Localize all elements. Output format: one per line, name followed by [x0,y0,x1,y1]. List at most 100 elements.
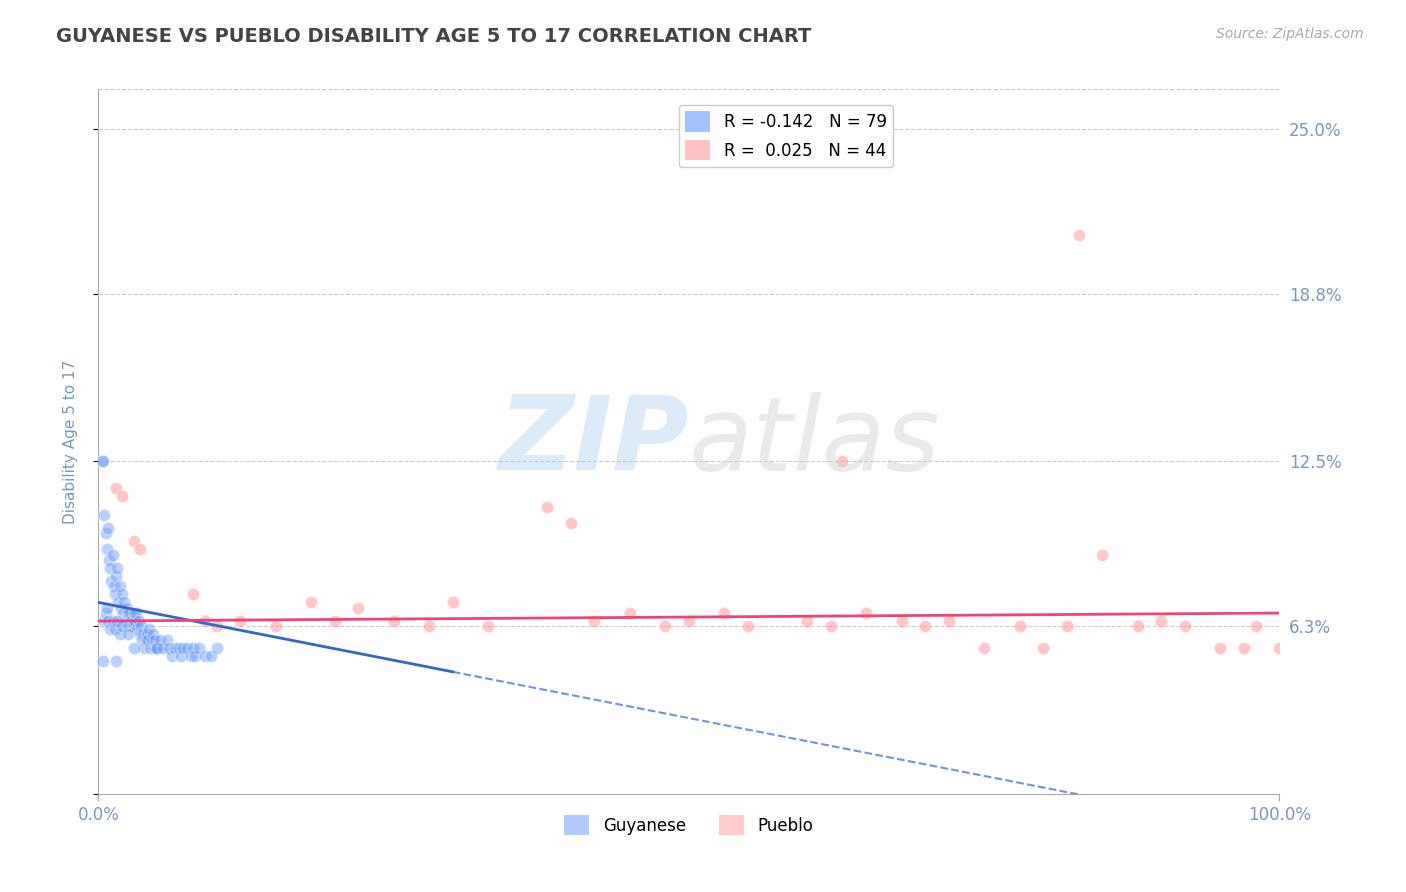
Point [122,606,145,620]
Point [418,619,440,633]
Point [146,640,169,655]
Point [104,587,127,601]
Point [136,632,159,647]
Point [713,606,735,620]
Point [101,548,124,562]
Text: Source: ZipAtlas.com: Source: ZipAtlas.com [1216,27,1364,41]
Point [160,648,183,663]
Point [152,640,174,655]
Point [91,454,114,468]
Point [91,454,114,468]
Point [108,579,131,593]
Point [181,640,204,655]
Point [135,632,157,647]
Point [1091,548,1114,562]
Point [110,600,132,615]
Point [93,508,115,522]
Point [149,632,172,647]
Point [184,648,207,663]
Point [97,521,120,535]
Point [737,619,759,633]
Point [105,569,128,583]
Point [142,640,165,655]
Point [96,542,118,557]
Point [165,640,187,655]
Point [172,640,194,655]
Point [1174,619,1197,633]
Point [1126,619,1149,633]
Point [536,500,558,514]
Point [105,614,128,628]
Point [1008,619,1031,633]
Point [1209,640,1232,655]
Point [477,619,499,633]
Point [200,648,222,663]
Point [855,606,877,620]
Point [441,595,464,609]
Point [654,619,676,633]
Point [111,489,134,503]
Text: atlas: atlas [689,392,941,491]
Point [98,622,121,636]
Point [128,542,150,557]
Point [101,614,124,628]
Point [107,595,129,609]
Point [264,619,287,633]
Point [382,614,405,628]
Point [1233,640,1256,655]
Point [820,619,842,633]
Point [890,614,912,628]
Point [973,640,995,655]
Point [138,622,160,636]
Point [105,481,128,495]
Point [180,648,202,663]
Point [94,526,117,541]
Point [127,622,149,636]
Point [121,619,143,633]
Point [122,534,145,549]
Point [128,627,150,641]
Point [91,654,114,668]
Point [131,632,153,647]
Text: ZIP: ZIP [498,391,689,492]
Point [108,627,131,641]
Point [1032,640,1054,655]
Point [1067,228,1090,243]
Point [105,561,128,575]
Point [170,648,193,663]
Point [205,640,228,655]
Point [97,614,120,628]
Point [157,640,180,655]
Point [143,632,166,647]
Point [112,606,135,620]
Point [1244,619,1267,633]
Point [176,640,198,655]
Point [831,454,853,468]
Point [104,622,127,636]
Point [135,627,157,641]
Point [111,619,134,633]
Point [115,600,138,615]
Point [114,614,136,628]
Point [560,516,582,530]
Point [118,619,141,633]
Point [117,606,139,620]
Point [678,614,700,628]
Point [167,640,190,655]
Text: GUYANESE VS PUEBLO DISABILITY AGE 5 TO 17 CORRELATION CHART: GUYANESE VS PUEBLO DISABILITY AGE 5 TO 1… [56,27,811,45]
Point [100,574,122,589]
Point [112,595,135,609]
Point [194,648,217,663]
Point [142,627,165,641]
Point [122,640,145,655]
Point [105,654,128,668]
Point [229,614,252,628]
Point [205,619,228,633]
Point [125,606,148,620]
Point [796,614,818,628]
Point [1268,640,1291,655]
Point [323,614,346,628]
Point [124,614,146,628]
Point [94,606,117,620]
Point [938,614,960,628]
